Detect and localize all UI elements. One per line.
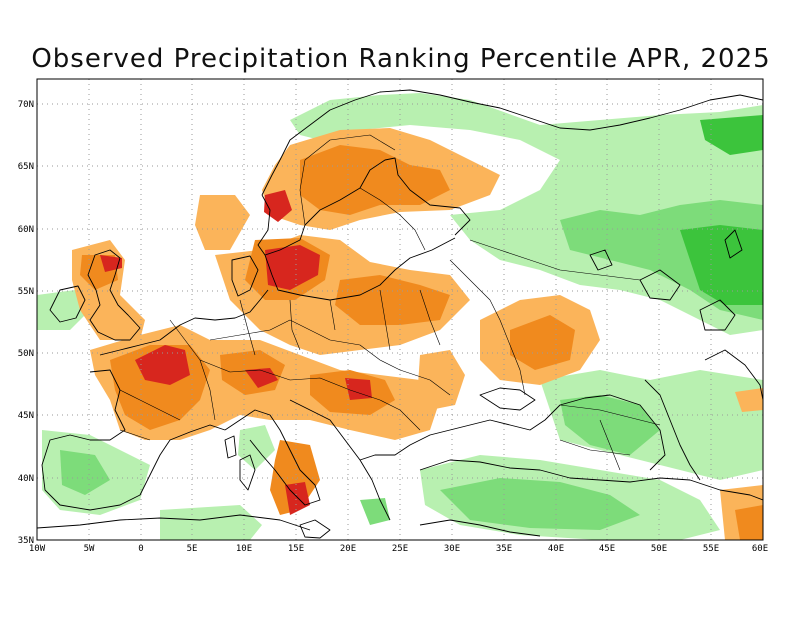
lat-label: 60N (18, 225, 34, 235)
lon-label: 35E (496, 544, 512, 554)
lat-label: 50N (18, 349, 34, 359)
lon-label: 40E (548, 544, 564, 554)
lat-label: 45N (18, 411, 34, 421)
longitude-labels: 10W 5W 0 5E 10E 15E 20E 25E 30E 35E 40E … (29, 544, 768, 554)
lon-label: 10E (236, 544, 252, 554)
lat-label: 40N (18, 474, 34, 484)
coastlines (37, 89, 763, 539)
lon-label: 55E (703, 544, 719, 554)
dry-anomaly-areas (72, 128, 763, 540)
lat-label: 70N (18, 100, 34, 110)
lon-label: 20E (340, 544, 356, 554)
lat-label: 35N (18, 536, 34, 546)
lat-label: 65N (18, 162, 34, 172)
lat-label: 55N (18, 287, 34, 297)
lon-label: 5E (187, 544, 198, 554)
lon-label: 25E (392, 544, 408, 554)
lat-lon-grid (37, 79, 763, 540)
country-borders (119, 134, 661, 471)
map-area (37, 79, 763, 540)
lon-label: 15E (288, 544, 304, 554)
lon-label: 30E (444, 544, 460, 554)
lon-label: 10W (29, 544, 46, 554)
lon-label: 5W (84, 544, 95, 554)
map-frame (36, 78, 764, 541)
lon-label: 45E (599, 544, 615, 554)
latitude-labels: 70N 65N 60N 55N 50N 45N 40N 35N (18, 100, 34, 546)
lon-label: 60E (752, 544, 768, 554)
map-title: Observed Precipitation Ranking Percentil… (31, 44, 770, 74)
lon-label: 0 (138, 544, 143, 554)
lon-label: 50E (651, 544, 667, 554)
wet-anomaly-areas (37, 93, 763, 540)
